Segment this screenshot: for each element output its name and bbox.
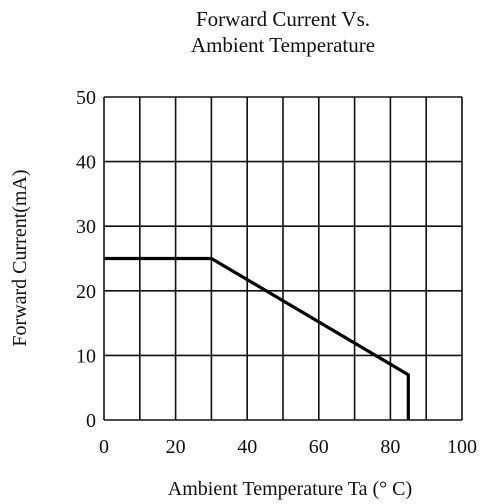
tick-labels: 0 20 40 60 80 100 0 10 20 30 40 50 <box>76 87 477 458</box>
y-axis-label: Forward Current(mA) <box>9 169 31 346</box>
x-tick-label-60: 60 <box>309 436 329 458</box>
x-tick-label-0: 0 <box>99 436 109 458</box>
y-tick-label-20: 20 <box>76 281 96 303</box>
x-axis-label: Ambient Temperature Ta (° C) <box>168 478 412 500</box>
y-tick-label-50: 50 <box>76 87 96 109</box>
x-tick-label-100: 100 <box>447 436 477 458</box>
series-layer <box>104 256 410 420</box>
x-tick-label-80: 80 <box>380 436 400 458</box>
y-tick-label-30: 30 <box>76 216 96 238</box>
chart-title-line-1: Forward Current Vs. <box>196 7 370 31</box>
x-tick-label-20: 20 <box>166 436 186 458</box>
y-tick-label-0: 0 <box>86 410 96 432</box>
y-tick-label-40: 40 <box>76 152 96 174</box>
series-line-0 <box>104 256 410 420</box>
y-tick-label-10: 10 <box>76 345 96 367</box>
x-tick-label-40: 40 <box>237 436 257 458</box>
chart-title-line-2: Ambient Temperature <box>191 33 375 57</box>
grid <box>103 96 463 421</box>
